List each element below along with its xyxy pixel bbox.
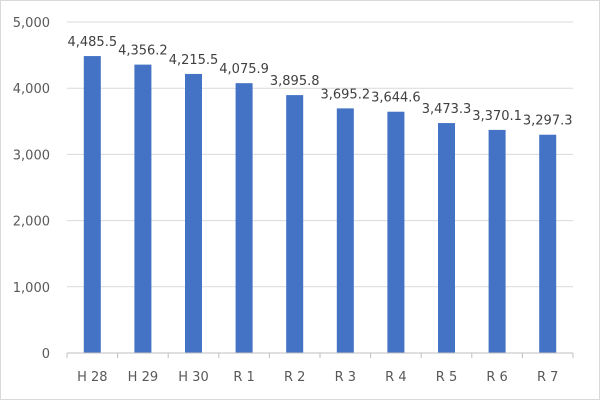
bar-r1 — [235, 83, 253, 354]
y-tick-label: 2,000 — [13, 215, 50, 230]
x-tick-label: H 28 — [77, 370, 107, 385]
bar-h29 — [134, 64, 152, 353]
data-label-r1: 4,075.9 — [219, 62, 269, 77]
data-label-r3: 3,695.2 — [320, 87, 370, 102]
y-tick-label: 5,000 — [13, 16, 50, 31]
data-label-r5: 3,473.3 — [422, 102, 472, 117]
bar-r2 — [286, 95, 304, 354]
axes — [66, 352, 574, 358]
x-tick-label: R 1 — [233, 370, 254, 385]
y-tick-label: 4,000 — [13, 82, 50, 97]
x-tick-label: R 6 — [486, 370, 507, 385]
x-tick-label: H 30 — [178, 370, 208, 385]
labels: 0 1,000 2,000 3,000 4,000 5,000 4,485.5 H 28 4,3… — [13, 16, 573, 385]
y-tick-label: 0 — [42, 347, 50, 362]
data-label-r4: 3,644.6 — [371, 91, 421, 106]
bar-r5 — [438, 123, 455, 354]
data-label-r2: 3,895.8 — [270, 74, 320, 89]
bar-r6 — [488, 129, 506, 353]
data-label-h28: 4,485.5 — [67, 35, 117, 50]
x-tick-label: R 5 — [436, 370, 457, 385]
data-label-r6: 3,370.1 — [472, 109, 522, 124]
bar-h30 — [185, 73, 202, 353]
y-tick-label: 3,000 — [13, 148, 50, 163]
y-tick-label: 1,000 — [13, 281, 50, 296]
bar-r4 — [387, 111, 405, 353]
x-tick-label: H 29 — [128, 370, 158, 385]
bar-r7 — [539, 134, 557, 353]
data-label-h29: 4,356.2 — [118, 44, 168, 59]
x-tick-label: R 7 — [537, 370, 558, 385]
data-label-h30: 4,215.5 — [169, 53, 219, 68]
bar-r3 — [336, 108, 354, 353]
data-label-r7: 3,297.3 — [523, 114, 573, 129]
x-tick-label: R 3 — [335, 370, 356, 385]
x-tick-label: R 4 — [385, 370, 406, 385]
bar-h28 — [83, 56, 101, 353]
x-tick-label: R 2 — [284, 370, 305, 385]
bars — [83, 56, 557, 354]
